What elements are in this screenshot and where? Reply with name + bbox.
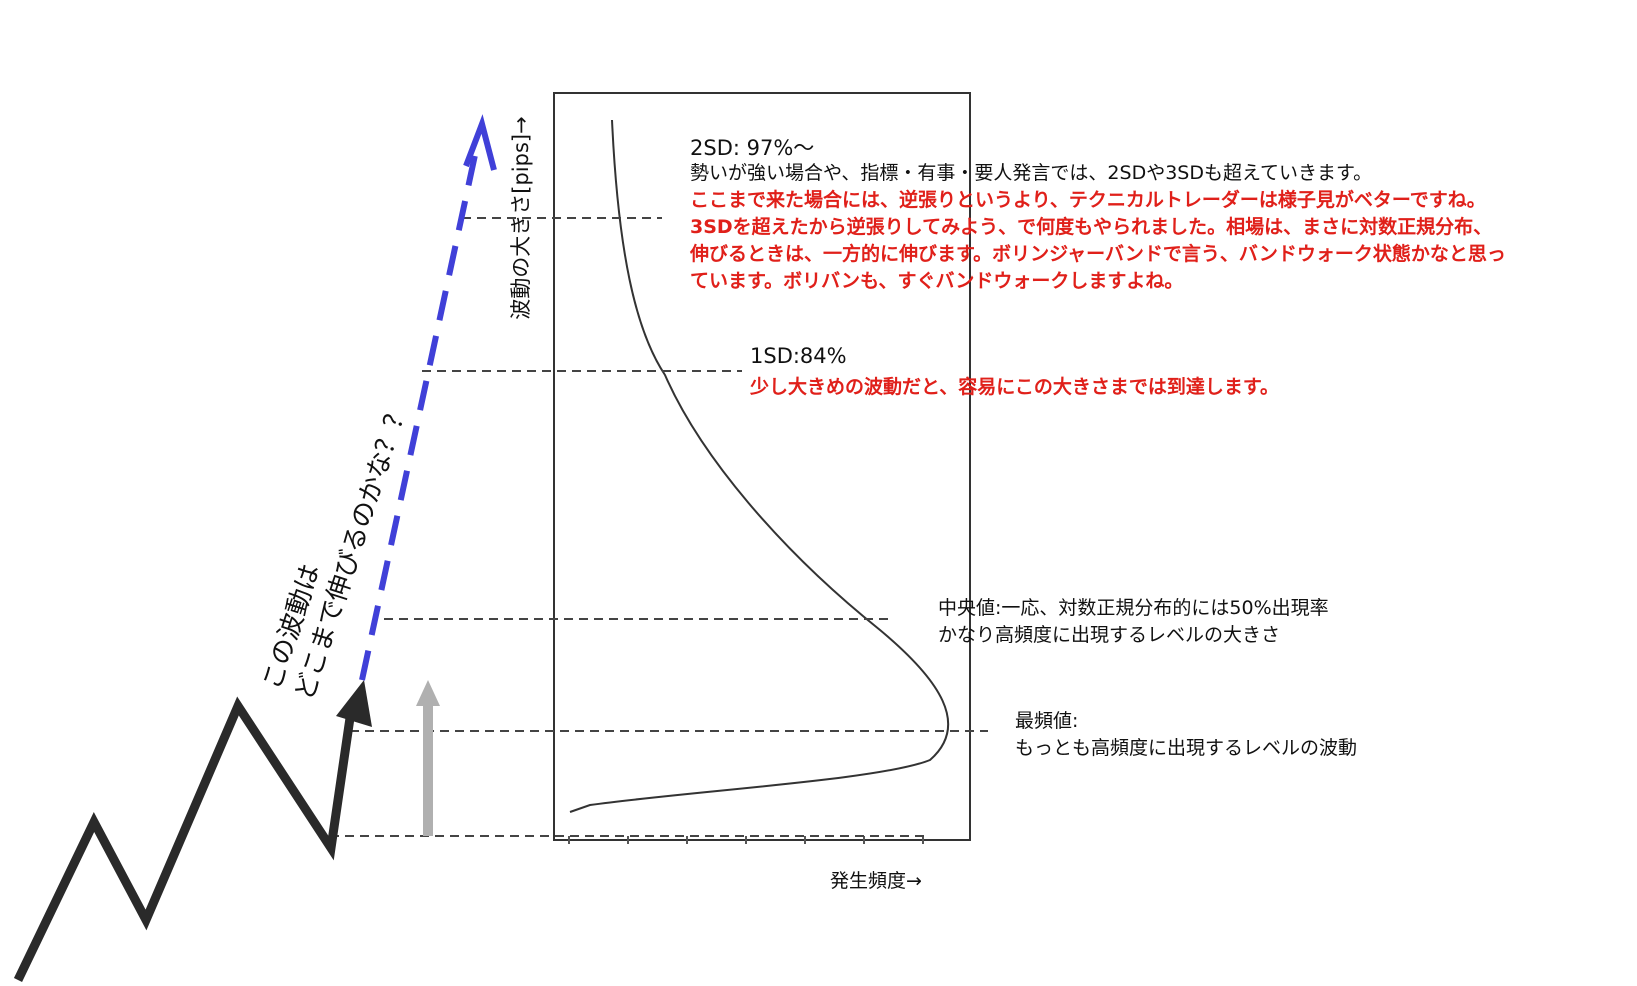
median-line-2: かなり高頻度に出現するレベルの大きさ	[938, 624, 1281, 646]
zigzag-price-line	[13, 696, 355, 982]
median-annotation: 中央値:一応、対数正規分布的には50%出現率 かなり高頻度に出現するレベルの大き…	[938, 595, 1329, 649]
sd1-heading: 1SD:84%	[750, 344, 847, 368]
x-axis-label: 発生頻度→	[830, 870, 922, 892]
lognormal-curve	[569, 119, 950, 813]
sd2-annotation: 勢いが強い場合や、指標・有事・要人発言では、2SDや3SDも超えていきます。 こ…	[690, 160, 1506, 295]
sd2-line-3: 3SDを超えたから逆張りしてみよう、で何度もやられました。相場は、まさに対数正規…	[690, 216, 1493, 238]
sd2-line-4: 伸びるときは、一方的に伸びます。ボリンジャーバンドで言う、バンドウォーク状態かな…	[690, 243, 1506, 265]
mode-line-2: もっとも高頻度に出現するレベルの波動	[1015, 737, 1358, 759]
y-axis-label: 波動の大きさ[pips]→	[509, 116, 533, 320]
sd1-line-1: 少し大きめの波動だと、容易にこの大きさまでは到達します。	[750, 376, 1279, 398]
sd2-line-2: ここまで来た場合には、逆張りというより、テクニカルトレーダーは様子見がベターです…	[690, 189, 1486, 211]
median-line-1: 中央値:一応、対数正規分布的には50%出現率	[938, 597, 1329, 619]
mode-annotation: 最頻値: もっとも高頻度に出現するレベルの波動	[1015, 708, 1357, 762]
sd2-line-1: 勢いが強い場合や、指標・有事・要人発言では、2SDや3SDも超えていきます。	[690, 162, 1373, 184]
blue-arrowhead	[463, 114, 497, 171]
zigzag-arrowhead	[336, 680, 372, 727]
sd2-line-5: ています。ボリバンも、すぐバンドウォークしますよね。	[690, 270, 1184, 292]
x-axis-ticks	[568, 836, 924, 844]
mode-line-1: 最頻値:	[1015, 710, 1079, 732]
sd2-heading: 2SD: 97%〜	[690, 136, 815, 160]
plot-frame	[553, 92, 971, 841]
gray-arrowhead	[416, 680, 440, 706]
